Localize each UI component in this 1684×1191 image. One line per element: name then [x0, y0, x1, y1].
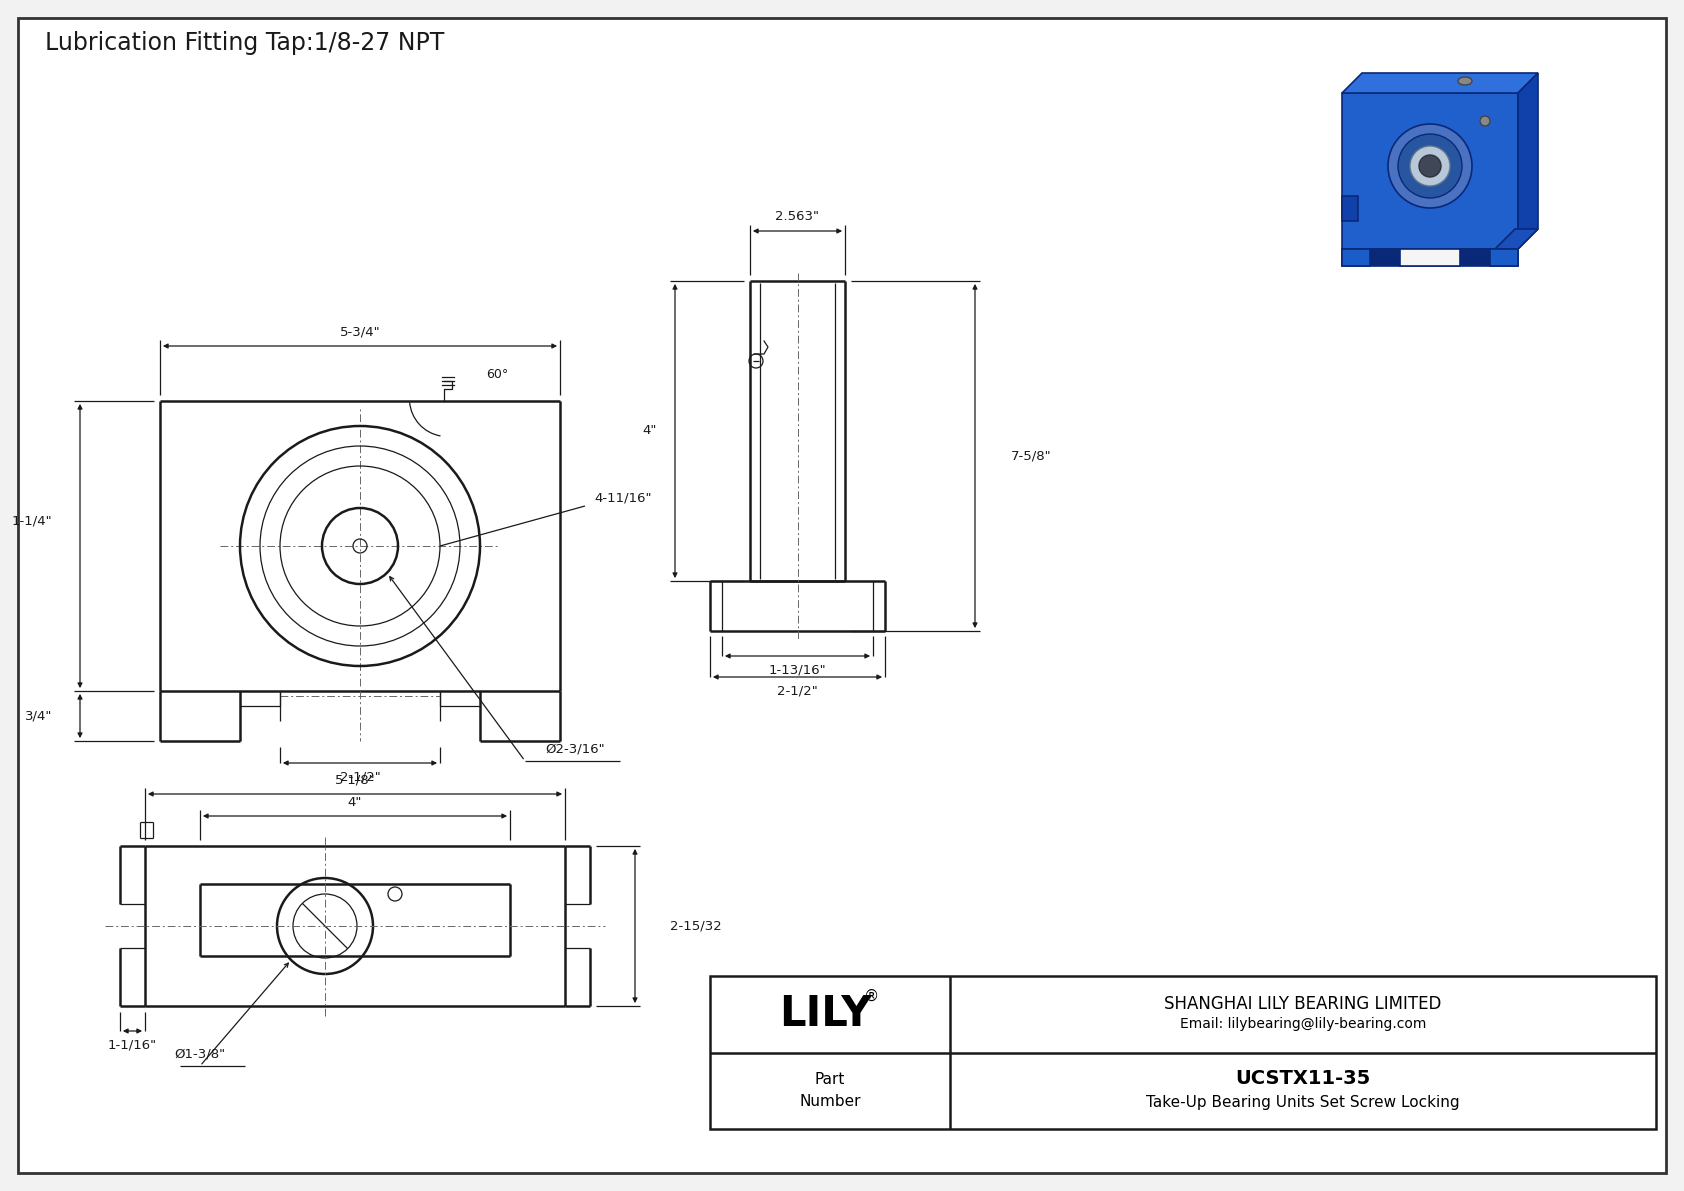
Bar — [711, 975, 1655, 1129]
Text: 5-1/8": 5-1/8" — [335, 773, 376, 786]
Text: 2-15/32: 2-15/32 — [670, 919, 722, 933]
Polygon shape — [1342, 197, 1357, 222]
Text: 4": 4" — [643, 424, 657, 437]
Text: 5-3/4": 5-3/4" — [340, 325, 381, 338]
Text: 1-13/16": 1-13/16" — [768, 663, 827, 676]
Polygon shape — [1399, 249, 1460, 266]
Text: 7-5/8": 7-5/8" — [1010, 449, 1051, 462]
Text: LILY: LILY — [778, 993, 871, 1035]
Text: Take-Up Bearing Units Set Screw Locking: Take-Up Bearing Units Set Screw Locking — [1147, 1096, 1460, 1110]
Circle shape — [1410, 146, 1450, 186]
Text: 2.563": 2.563" — [776, 211, 820, 224]
Circle shape — [1480, 116, 1490, 126]
Polygon shape — [1495, 229, 1537, 249]
Polygon shape — [1342, 249, 1371, 266]
Polygon shape — [1342, 93, 1517, 249]
Circle shape — [1420, 155, 1442, 177]
Text: Part
Number: Part Number — [800, 1072, 861, 1109]
Text: 4-11/16": 4-11/16" — [594, 492, 652, 505]
Text: 1-1/16": 1-1/16" — [108, 1039, 157, 1052]
Text: 2-1/2": 2-1/2" — [776, 685, 818, 698]
Polygon shape — [1342, 73, 1537, 93]
Polygon shape — [1342, 249, 1384, 261]
Polygon shape — [1490, 249, 1517, 266]
Polygon shape — [1342, 249, 1517, 266]
Text: 60°: 60° — [487, 368, 509, 380]
Polygon shape — [1517, 73, 1537, 249]
Text: Lubrication Fitting Tap:1/8-27 NPT: Lubrication Fitting Tap:1/8-27 NPT — [45, 31, 445, 55]
Text: 3/4": 3/4" — [25, 710, 52, 723]
Text: 4": 4" — [349, 796, 362, 809]
Circle shape — [1388, 124, 1472, 208]
Text: 2-1/2": 2-1/2" — [340, 771, 381, 784]
Text: UCSTX11-35: UCSTX11-35 — [1236, 1070, 1371, 1089]
Text: ®: ® — [864, 989, 879, 1004]
Text: Ø2-3/16": Ø2-3/16" — [546, 742, 605, 755]
Text: Email: lilybearing@lily-bearing.com: Email: lilybearing@lily-bearing.com — [1180, 1017, 1426, 1031]
Text: SHANGHAI LILY BEARING LIMITED: SHANGHAI LILY BEARING LIMITED — [1164, 996, 1442, 1014]
Circle shape — [1398, 135, 1462, 198]
Ellipse shape — [1458, 77, 1472, 85]
Text: Ø1-3/8": Ø1-3/8" — [175, 1048, 226, 1060]
Text: 1-1/4": 1-1/4" — [12, 515, 52, 528]
